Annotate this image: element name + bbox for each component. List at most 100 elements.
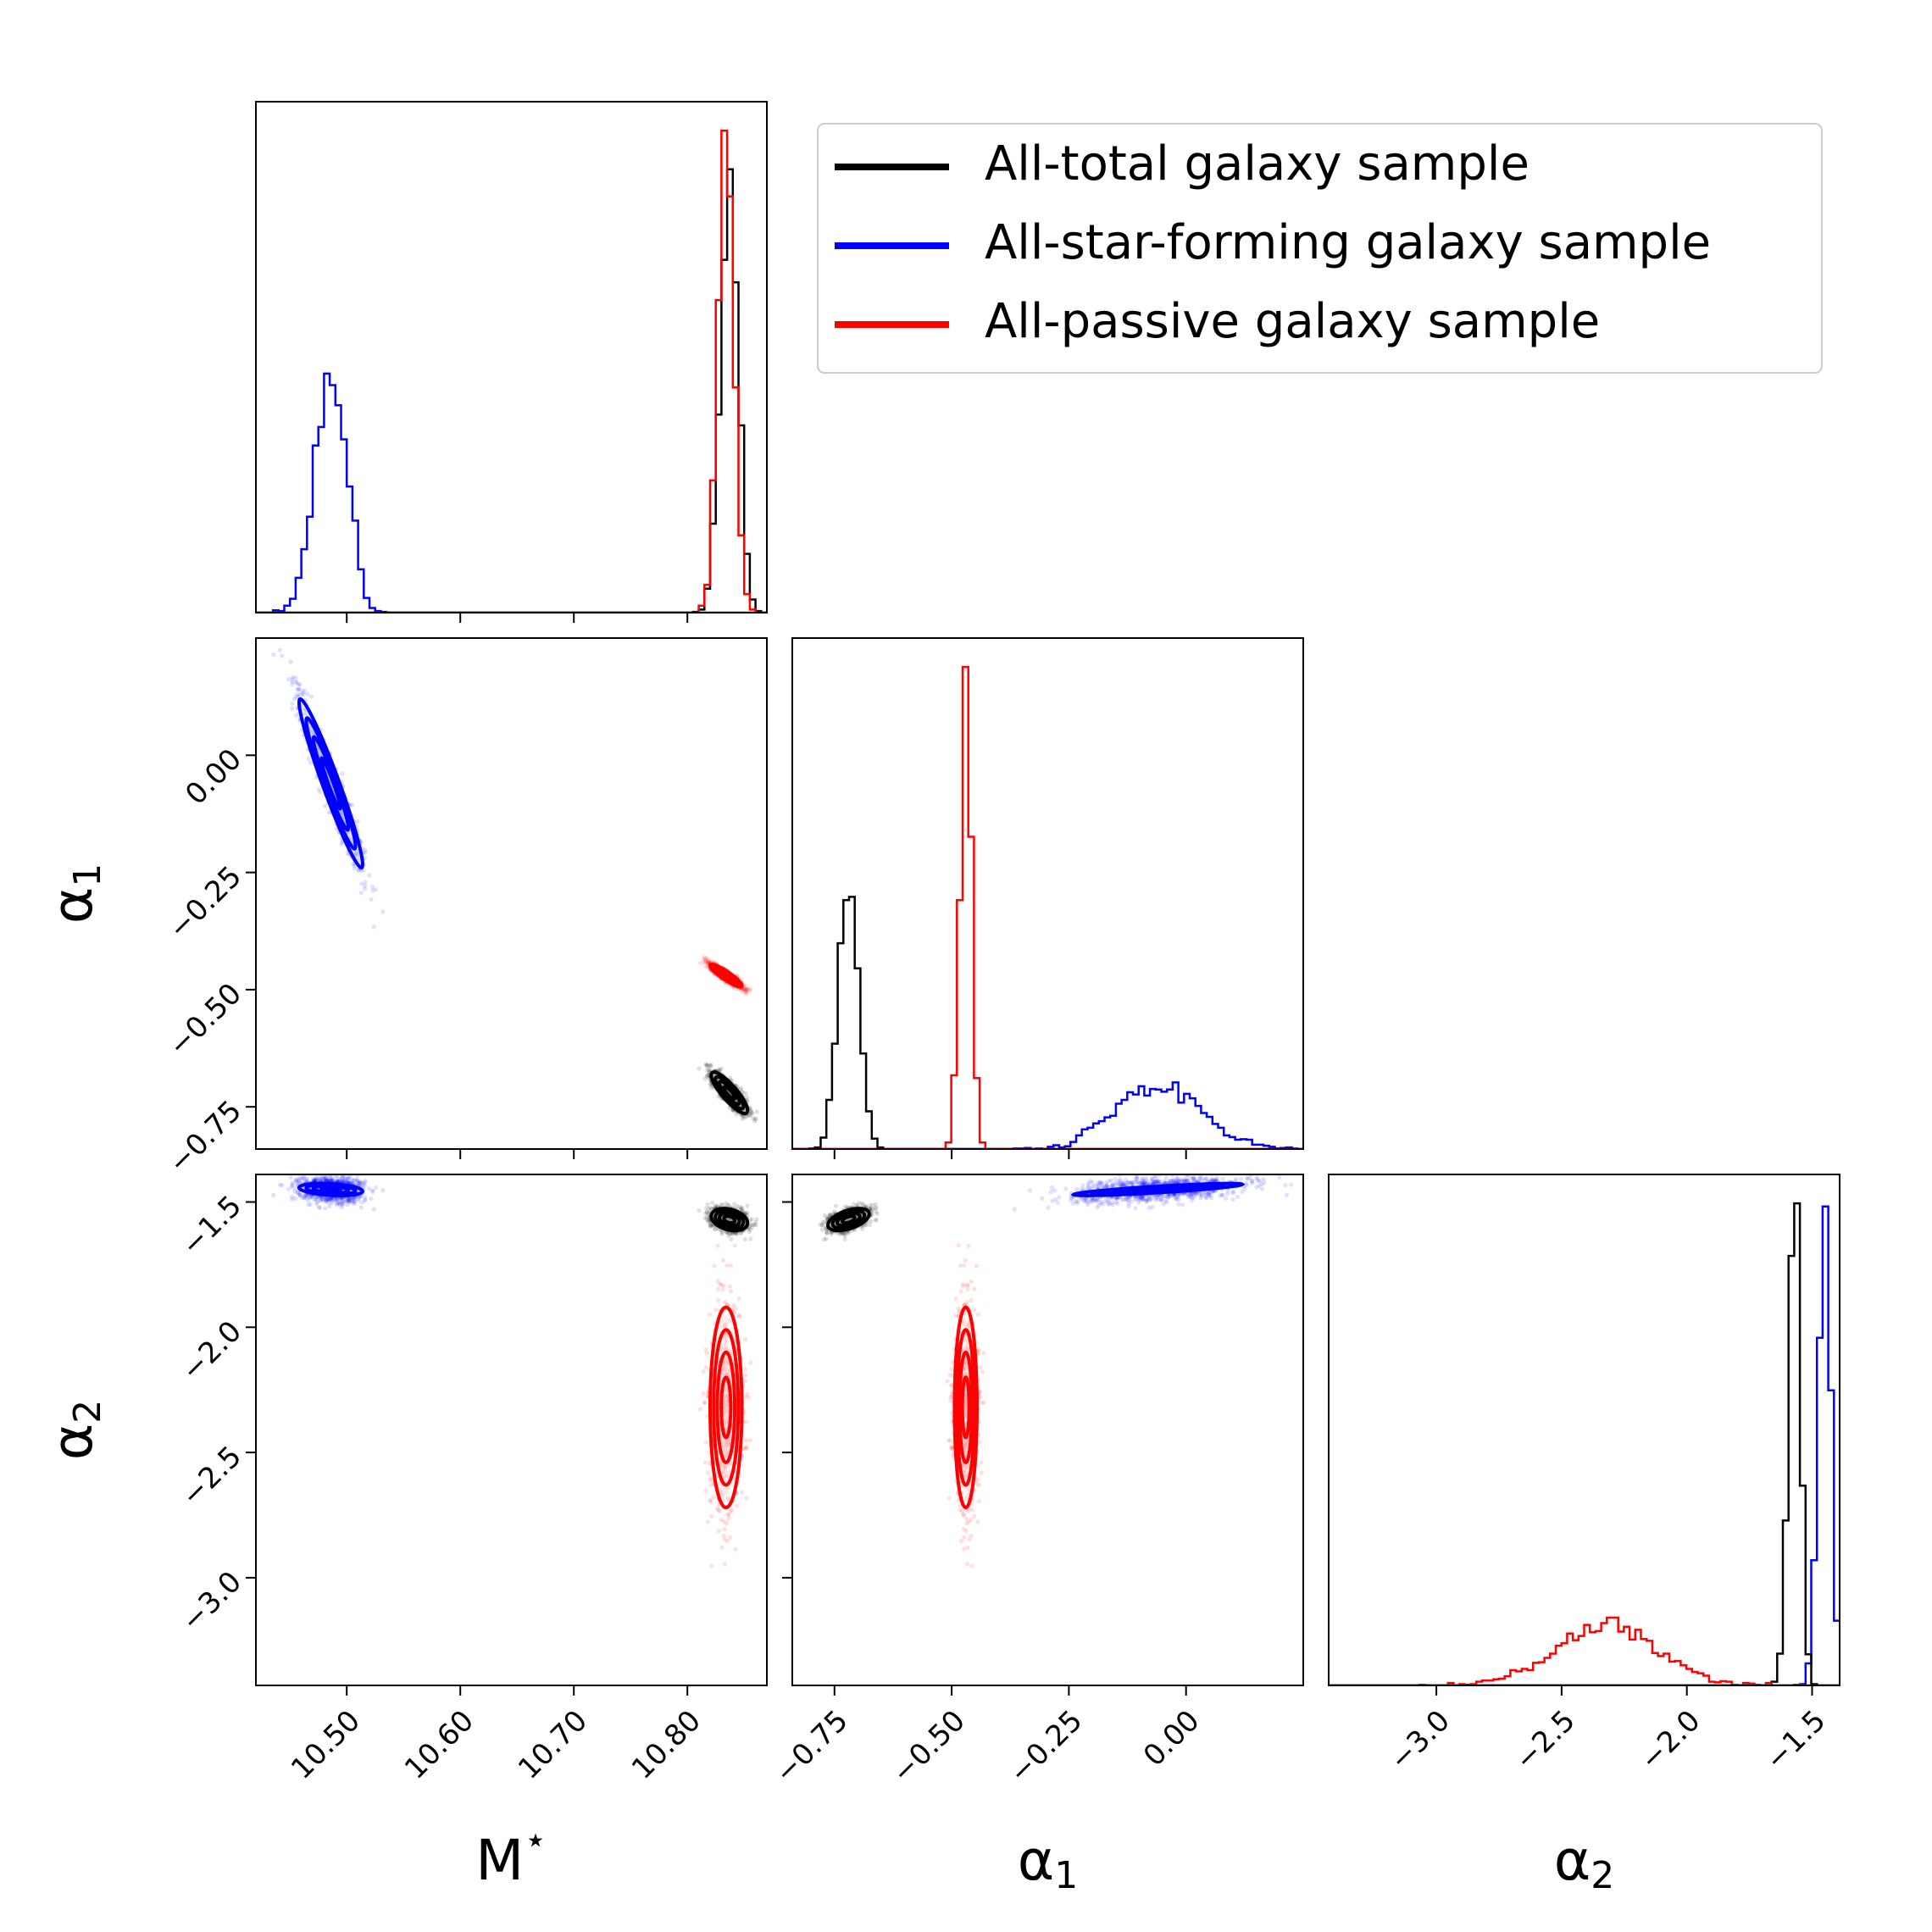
sample-point xyxy=(701,957,706,962)
sample-point xyxy=(335,1196,340,1202)
sample-point xyxy=(703,1206,709,1211)
sample-point xyxy=(371,924,376,930)
sample-point xyxy=(323,803,328,808)
sample-point xyxy=(327,1203,332,1209)
sample-point xyxy=(373,887,379,892)
sample-point xyxy=(297,1192,303,1197)
sample-point xyxy=(325,1197,330,1202)
sample-point xyxy=(749,1110,754,1115)
sample-point xyxy=(303,688,308,693)
sample-point xyxy=(739,1206,744,1211)
contour-Mstar-alpha1-series-0 xyxy=(713,1074,746,1111)
sample-point xyxy=(705,1063,710,1069)
sample-point xyxy=(296,1176,301,1182)
sample-point xyxy=(716,1067,722,1072)
sample-point xyxy=(748,1113,753,1118)
sample-point xyxy=(290,701,295,707)
sample-point xyxy=(326,1196,331,1202)
sample-point xyxy=(741,986,747,991)
sample-point xyxy=(341,1179,346,1185)
sample-point xyxy=(324,1178,329,1183)
sample-point xyxy=(751,1223,756,1228)
sample-point xyxy=(277,647,283,652)
sample-point xyxy=(749,1224,755,1230)
sample-point xyxy=(708,1082,713,1087)
sample-point xyxy=(336,1202,341,1207)
sample-point xyxy=(313,1177,318,1182)
sample-point xyxy=(703,959,708,965)
sample-point xyxy=(742,991,748,997)
sample-point xyxy=(697,960,703,966)
sample-point xyxy=(308,760,313,765)
sample-point xyxy=(743,988,748,993)
sample-point xyxy=(344,1199,349,1204)
sample-point xyxy=(352,866,357,871)
sample-point xyxy=(744,990,749,995)
sample-point xyxy=(726,1233,731,1239)
sample-point xyxy=(350,802,355,808)
sample-point xyxy=(294,680,299,686)
sample-point xyxy=(704,1068,709,1073)
sample-point xyxy=(325,1178,331,1183)
sample-point xyxy=(697,1066,702,1071)
sample-point xyxy=(734,1230,739,1236)
sample-point xyxy=(332,1197,337,1202)
sample-point xyxy=(329,1178,334,1183)
sample-point xyxy=(345,1197,350,1202)
sample-point xyxy=(326,1176,331,1181)
sample-point xyxy=(367,1186,372,1191)
sample-point xyxy=(341,1199,347,1204)
sample-point xyxy=(300,691,305,697)
contour-Mstar-alpha2-series-0 xyxy=(713,1209,746,1230)
sample-point xyxy=(753,1223,758,1228)
sample-point xyxy=(367,873,372,878)
sample-point xyxy=(740,1116,746,1122)
histogram-alpha2-series-2 xyxy=(1329,1616,1840,1685)
sample-point xyxy=(325,1200,330,1205)
sample-point xyxy=(747,1113,752,1118)
sample-point xyxy=(293,675,298,680)
sample-point xyxy=(754,1109,759,1114)
sample-point xyxy=(713,1227,718,1232)
sample-point xyxy=(290,706,295,711)
histogram-alpha2-series-1 xyxy=(1329,1205,1840,1685)
sample-point xyxy=(725,1202,730,1208)
sample-point xyxy=(363,1180,368,1185)
sample-point xyxy=(345,1202,350,1208)
sample-point xyxy=(747,988,753,993)
sample-point xyxy=(748,1236,753,1241)
sample-point xyxy=(297,686,302,692)
contour-Mstar-alpha1-series-0 xyxy=(717,1080,741,1106)
sample-point xyxy=(752,1119,758,1124)
sample-point xyxy=(713,1202,719,1208)
sample-point xyxy=(719,1230,724,1235)
sample-point xyxy=(742,987,747,992)
sample-point xyxy=(300,1175,305,1180)
sample-point xyxy=(734,1112,739,1117)
sample-point xyxy=(719,1231,724,1236)
sample-point xyxy=(739,988,744,994)
sample-point xyxy=(314,1196,319,1201)
sample-point xyxy=(748,986,753,991)
sample-point xyxy=(706,1072,711,1078)
sample-point xyxy=(703,1062,708,1067)
sample-point xyxy=(312,1178,317,1183)
sample-point xyxy=(327,810,332,815)
sample-point xyxy=(753,1117,758,1122)
sample-point xyxy=(358,1194,364,1199)
sample-point xyxy=(321,1177,326,1182)
sample-point xyxy=(341,1178,346,1183)
sample-point xyxy=(327,1197,332,1202)
sample-point xyxy=(337,1196,343,1201)
sample-point xyxy=(701,960,706,965)
sample-point xyxy=(741,1090,746,1095)
sample-point xyxy=(728,1231,733,1236)
sample-point xyxy=(355,1180,360,1185)
sample-point xyxy=(719,1066,724,1071)
sample-point xyxy=(288,659,293,664)
contour-Mstar-alpha1-series-2 xyxy=(719,970,733,981)
sample-point xyxy=(709,1200,715,1206)
sample-point xyxy=(290,1194,295,1200)
sample-point xyxy=(277,1182,283,1187)
sample-point xyxy=(312,1178,317,1183)
